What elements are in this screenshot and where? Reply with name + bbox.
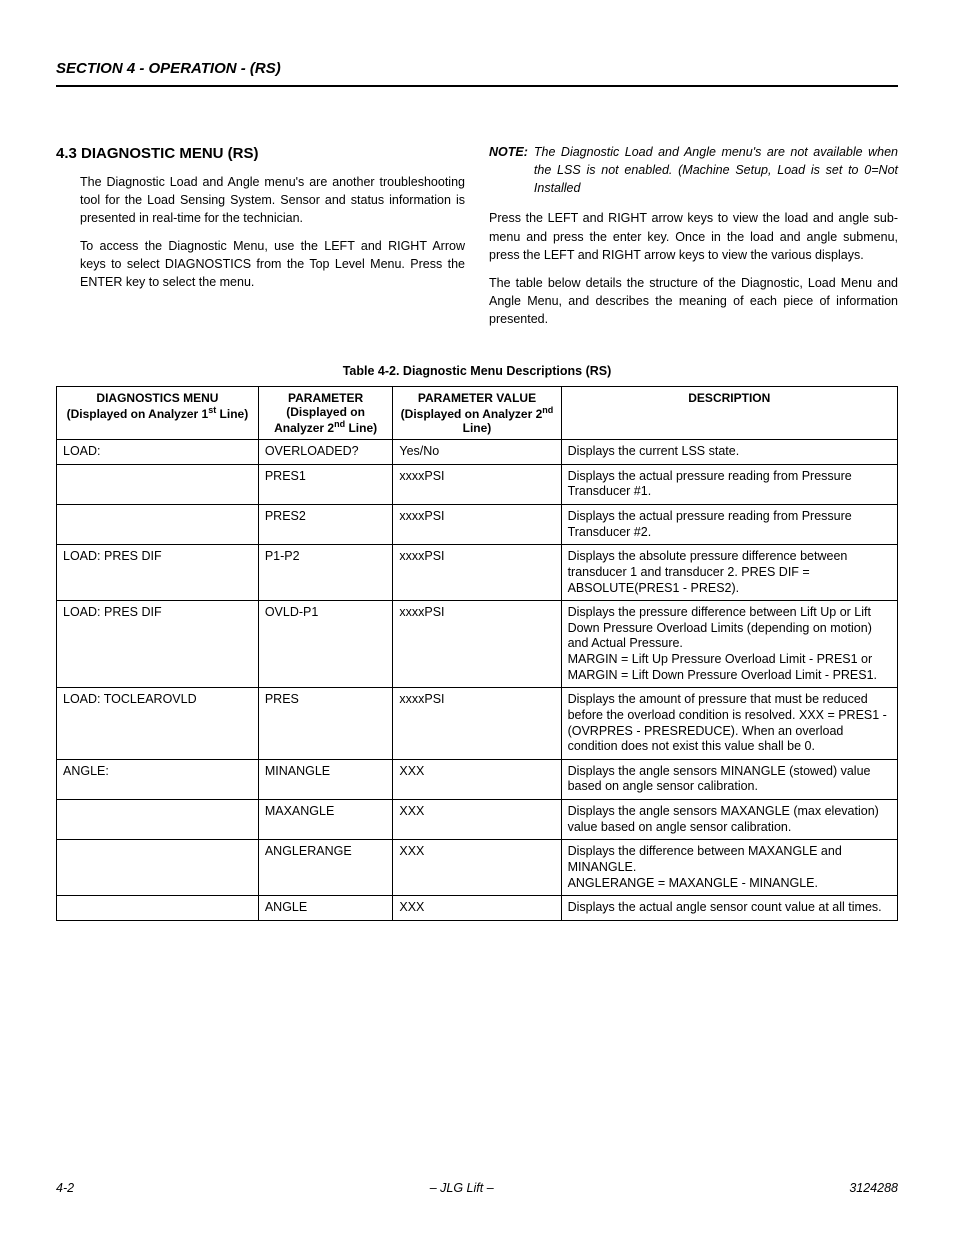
two-column-body: 4.3 DIAGNOSTIC MENU (RS) The Diagnostic … (56, 143, 898, 338)
th-menu-sub1: (Displayed on Analyzer 1 (67, 407, 209, 421)
left-column: 4.3 DIAGNOSTIC MENU (RS) The Diagnostic … (56, 143, 465, 338)
th-value-sup: nd (542, 405, 553, 415)
cell-value: xxxxPSI (393, 464, 561, 504)
th-param-main: PARAMETER (288, 391, 363, 405)
table-row: LOAD: PRES DIFP1-P2xxxxPSIDisplays the a… (57, 545, 898, 601)
cell-menu (57, 800, 259, 840)
cell-value: XXX (393, 759, 561, 799)
cell-param: OVLD-P1 (258, 601, 393, 688)
table-row: ANGLE:MINANGLEXXXDisplays the angle sens… (57, 759, 898, 799)
cell-desc: Displays the difference between MAXANGLE… (561, 840, 897, 896)
cell-menu: LOAD: PRES DIF (57, 601, 259, 688)
cell-param: P1-P2 (258, 545, 393, 601)
cell-menu (57, 505, 259, 545)
cell-value: Yes/No (393, 440, 561, 465)
table-row: MAXANGLEXXXDisplays the angle sensors MA… (57, 800, 898, 840)
th-desc-main: DESCRIPTION (688, 391, 770, 405)
cell-param: PRES2 (258, 505, 393, 545)
footer-left: 4-2 (56, 1181, 74, 1195)
cell-menu (57, 896, 259, 921)
cell-desc: Displays the actual angle sensor count v… (561, 896, 897, 921)
th-value-main: PARAMETER VALUE (418, 391, 536, 405)
section-title: 4.3 DIAGNOSTIC MENU (RS) (56, 143, 465, 165)
table-row: LOAD: PRES DIFOVLD-P1xxxxPSIDisplays the… (57, 601, 898, 688)
cell-desc: Displays the angle sensors MAXANGLE (max… (561, 800, 897, 840)
cell-desc: Displays the amount of pressure that mus… (561, 688, 897, 760)
cell-param: ANGLERANGE (258, 840, 393, 896)
cell-desc: Displays the actual pressure reading fro… (561, 505, 897, 545)
footer-center: – JLG Lift – (74, 1181, 849, 1195)
right-para-1: Press the LEFT and RIGHT arrow keys to v… (489, 209, 898, 263)
cell-desc: Displays the pressure difference between… (561, 601, 897, 688)
cell-param: MINANGLE (258, 759, 393, 799)
note-block: NOTE: The Diagnostic Load and Angle menu… (489, 143, 898, 197)
table-row: PRES2xxxxPSIDisplays the actual pressure… (57, 505, 898, 545)
th-desc: DESCRIPTION (561, 387, 897, 440)
cell-desc: Displays the actual pressure reading fro… (561, 464, 897, 504)
page-footer: 4-2 – JLG Lift – 3124288 (56, 1181, 898, 1195)
cell-value: XXX (393, 896, 561, 921)
left-para-1: The Diagnostic Load and Angle menu's are… (80, 173, 465, 227)
th-menu-main: DIAGNOSTICS MENU (96, 391, 218, 405)
note-text: The Diagnostic Load and Angle menu's are… (534, 143, 898, 197)
cell-value: xxxxPSI (393, 688, 561, 760)
cell-desc: Displays the absolute pressure differenc… (561, 545, 897, 601)
th-param-sup: nd (334, 419, 345, 429)
th-param-sub2: Line) (345, 421, 377, 435)
table-row: ANGLEXXXDisplays the actual angle sensor… (57, 896, 898, 921)
th-value-sub1: (Displayed on Analyzer 2 (401, 407, 543, 421)
table-caption: Table 4-2. Diagnostic Menu Descriptions … (56, 364, 898, 378)
th-menu: DIAGNOSTICS MENU (Displayed on Analyzer … (57, 387, 259, 440)
cell-param: ANGLE (258, 896, 393, 921)
cell-param: PRES1 (258, 464, 393, 504)
cell-param: PRES (258, 688, 393, 760)
diagnostic-table: DIAGNOSTICS MENU (Displayed on Analyzer … (56, 386, 898, 921)
table-row: ANGLERANGEXXXDisplays the difference bet… (57, 840, 898, 896)
cell-desc: Displays the current LSS state. (561, 440, 897, 465)
left-para-2: To access the Diagnostic Menu, use the L… (80, 237, 465, 291)
th-value-sub2: Line) (463, 421, 492, 435)
cell-value: xxxxPSI (393, 601, 561, 688)
right-para-2: The table below details the structure of… (489, 274, 898, 328)
th-value: PARAMETER VALUE (Displayed on Analyzer 2… (393, 387, 561, 440)
footer-right: 3124288 (849, 1181, 898, 1195)
cell-menu: LOAD: (57, 440, 259, 465)
right-column: NOTE: The Diagnostic Load and Angle menu… (489, 143, 898, 338)
cell-param: OVERLOADED? (258, 440, 393, 465)
cell-menu: ANGLE: (57, 759, 259, 799)
th-menu-sub2: Line) (216, 407, 248, 421)
cell-desc: Displays the angle sensors MINANGLE (sto… (561, 759, 897, 799)
cell-menu (57, 840, 259, 896)
cell-value: xxxxPSI (393, 545, 561, 601)
table-row: LOAD:OVERLOADED?Yes/NoDisplays the curre… (57, 440, 898, 465)
th-param: PARAMETER (Displayed on Analyzer 2nd Lin… (258, 387, 393, 440)
cell-value: XXX (393, 840, 561, 896)
note-label: NOTE: (489, 143, 528, 197)
cell-value: XXX (393, 800, 561, 840)
cell-menu: LOAD: TOCLEAROVLD (57, 688, 259, 760)
cell-value: xxxxPSI (393, 505, 561, 545)
cell-param: MAXANGLE (258, 800, 393, 840)
cell-menu (57, 464, 259, 504)
cell-menu: LOAD: PRES DIF (57, 545, 259, 601)
section-header: SECTION 4 - OPERATION - (RS) (56, 60, 898, 87)
table-row: LOAD: TOCLEAROVLDPRESxxxxPSIDisplays the… (57, 688, 898, 760)
table-row: PRES1xxxxPSIDisplays the actual pressure… (57, 464, 898, 504)
